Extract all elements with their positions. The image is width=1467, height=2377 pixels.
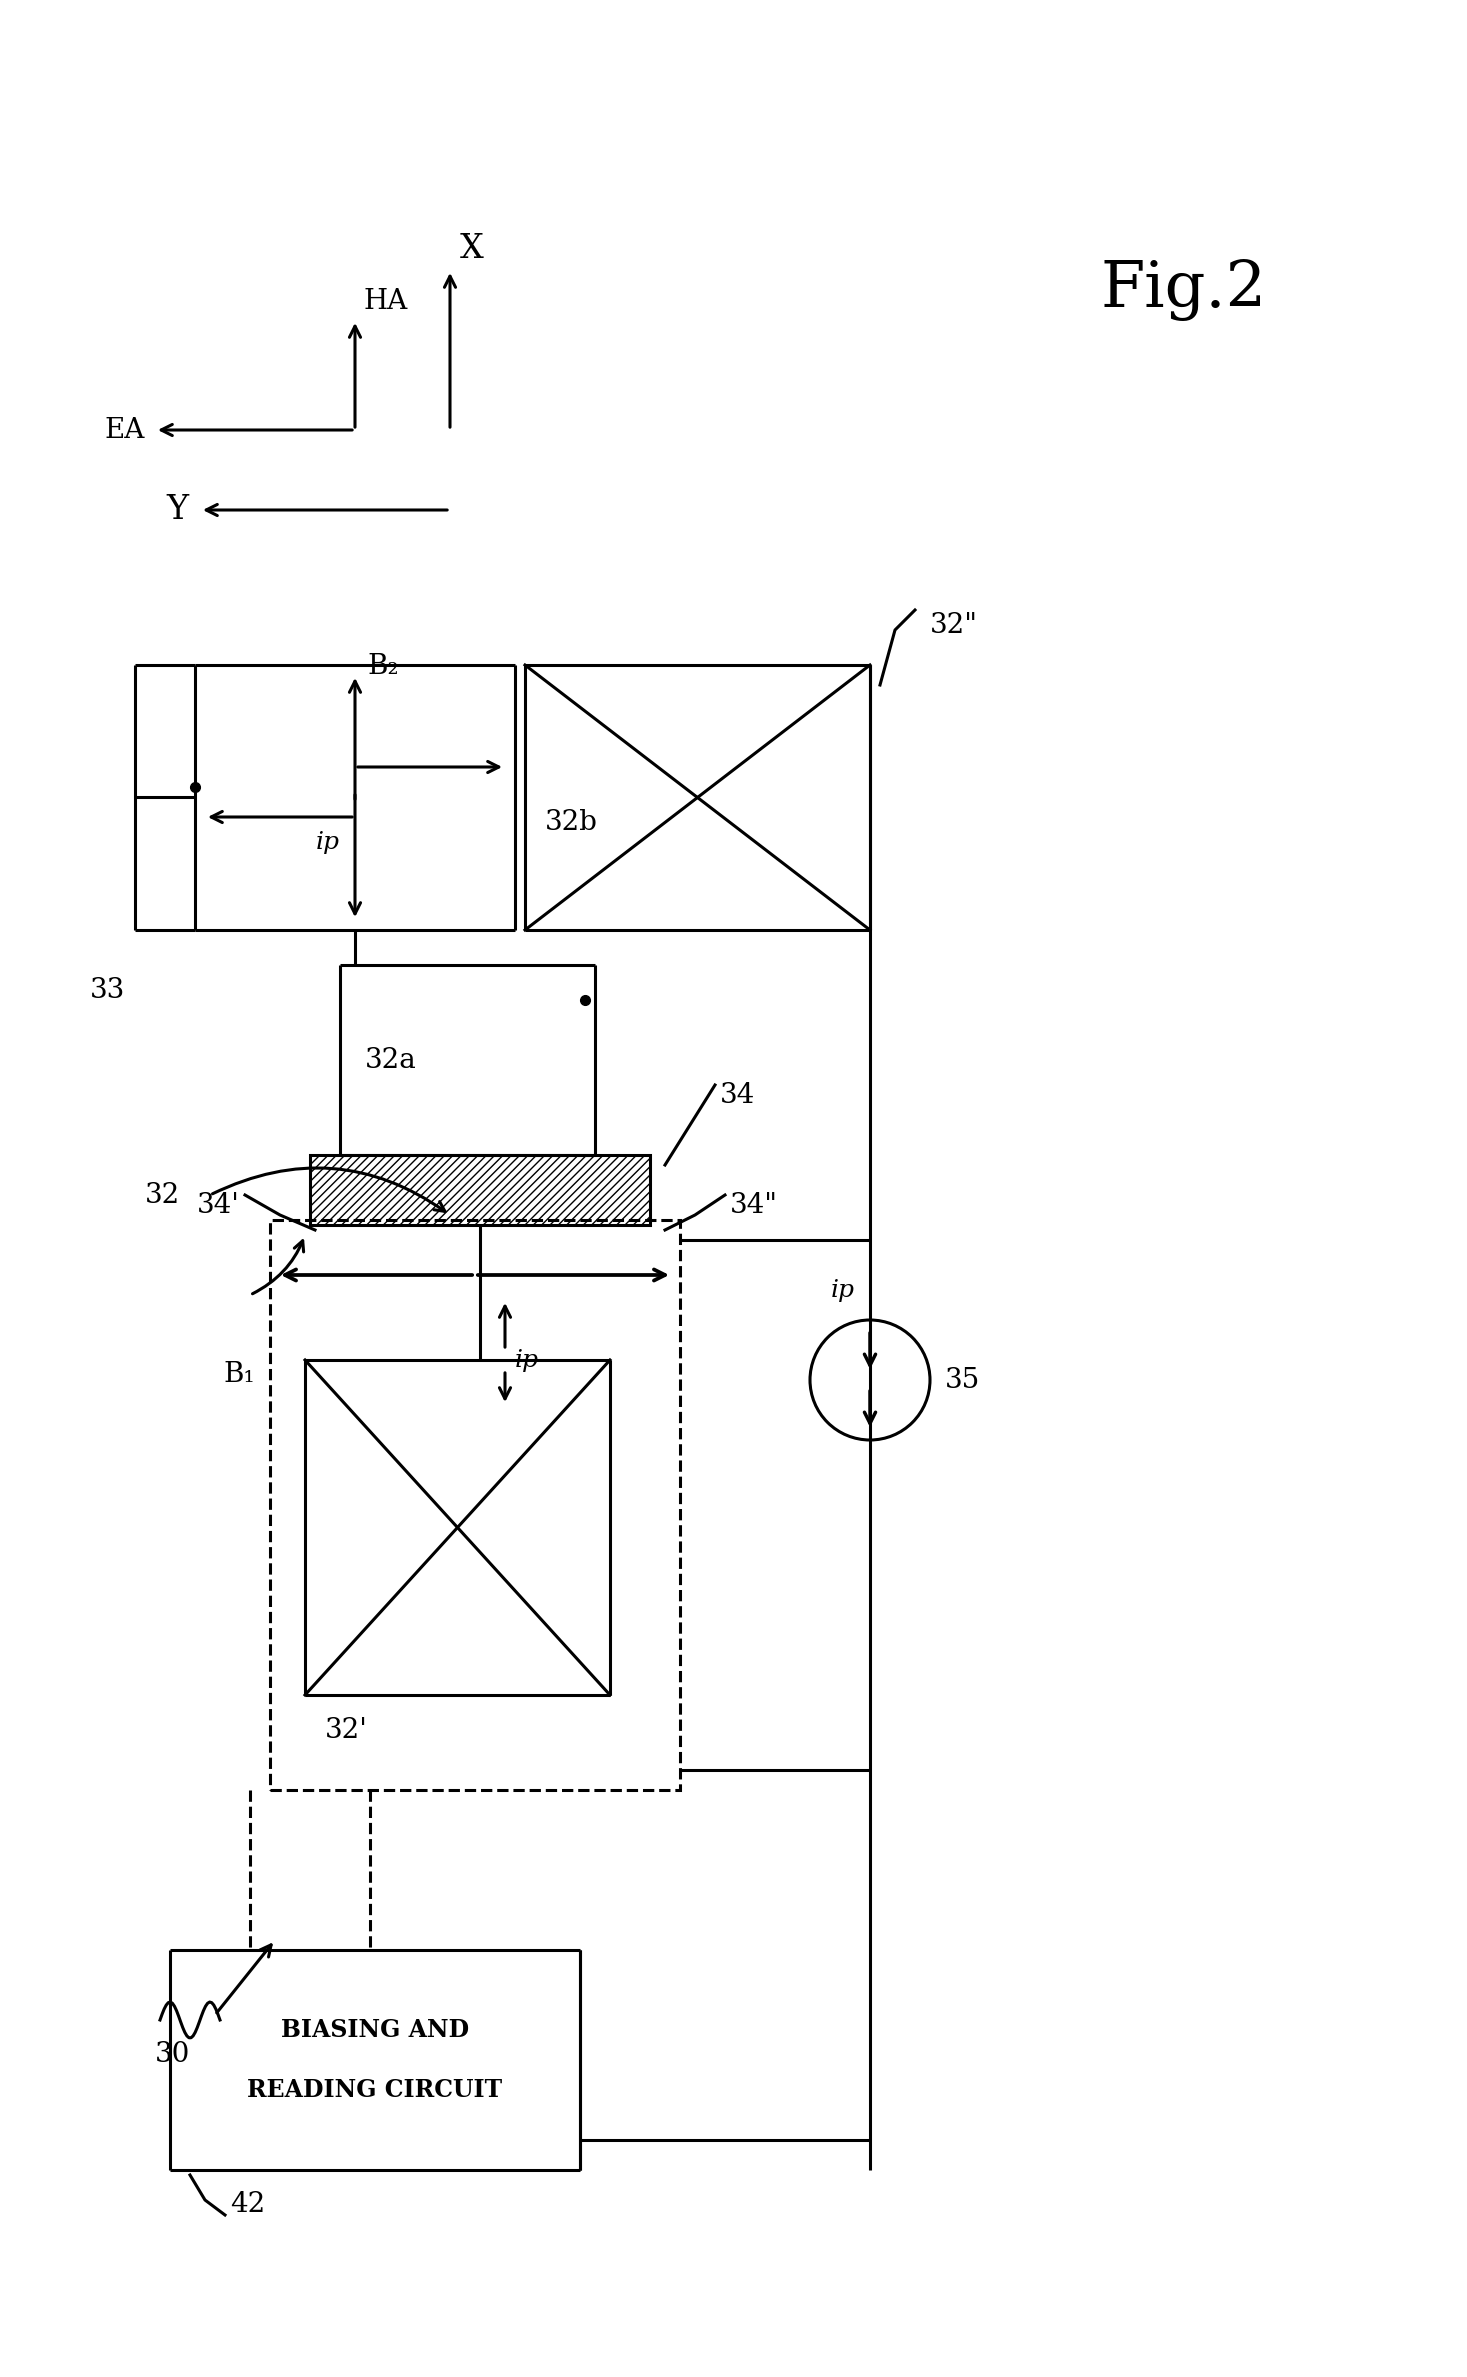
Text: 33: 33: [89, 977, 125, 1003]
Text: X: X: [461, 233, 484, 264]
Text: Y: Y: [166, 494, 188, 525]
Text: Fig.2: Fig.2: [1100, 259, 1266, 321]
Text: 30: 30: [156, 2042, 191, 2068]
Text: 32b: 32b: [546, 808, 599, 834]
Text: 35: 35: [945, 1367, 980, 1393]
Text: 32": 32": [930, 611, 978, 639]
Text: B₁: B₁: [223, 1362, 255, 1388]
Text: READING CIRCUIT: READING CIRCUIT: [248, 2077, 503, 2101]
Text: 32': 32': [326, 1716, 368, 1742]
Text: HA: HA: [362, 288, 408, 316]
Text: 32a: 32a: [365, 1046, 417, 1074]
Text: 34: 34: [720, 1082, 756, 1108]
Text: B₂: B₂: [367, 654, 399, 680]
Text: BIASING AND: BIASING AND: [282, 2018, 469, 2042]
Bar: [270, 1219, 681, 1790]
Text: 32: 32: [145, 1181, 180, 1208]
Text: ip: ip: [315, 830, 340, 853]
Text: 42: 42: [230, 2192, 266, 2218]
Text: ip: ip: [515, 1348, 538, 1372]
Text: EA: EA: [104, 416, 145, 444]
Text: 34": 34": [731, 1191, 778, 1219]
Text: ip: ip: [830, 1279, 855, 1303]
Bar: [310, 1155, 650, 1224]
Text: 34': 34': [197, 1191, 241, 1219]
